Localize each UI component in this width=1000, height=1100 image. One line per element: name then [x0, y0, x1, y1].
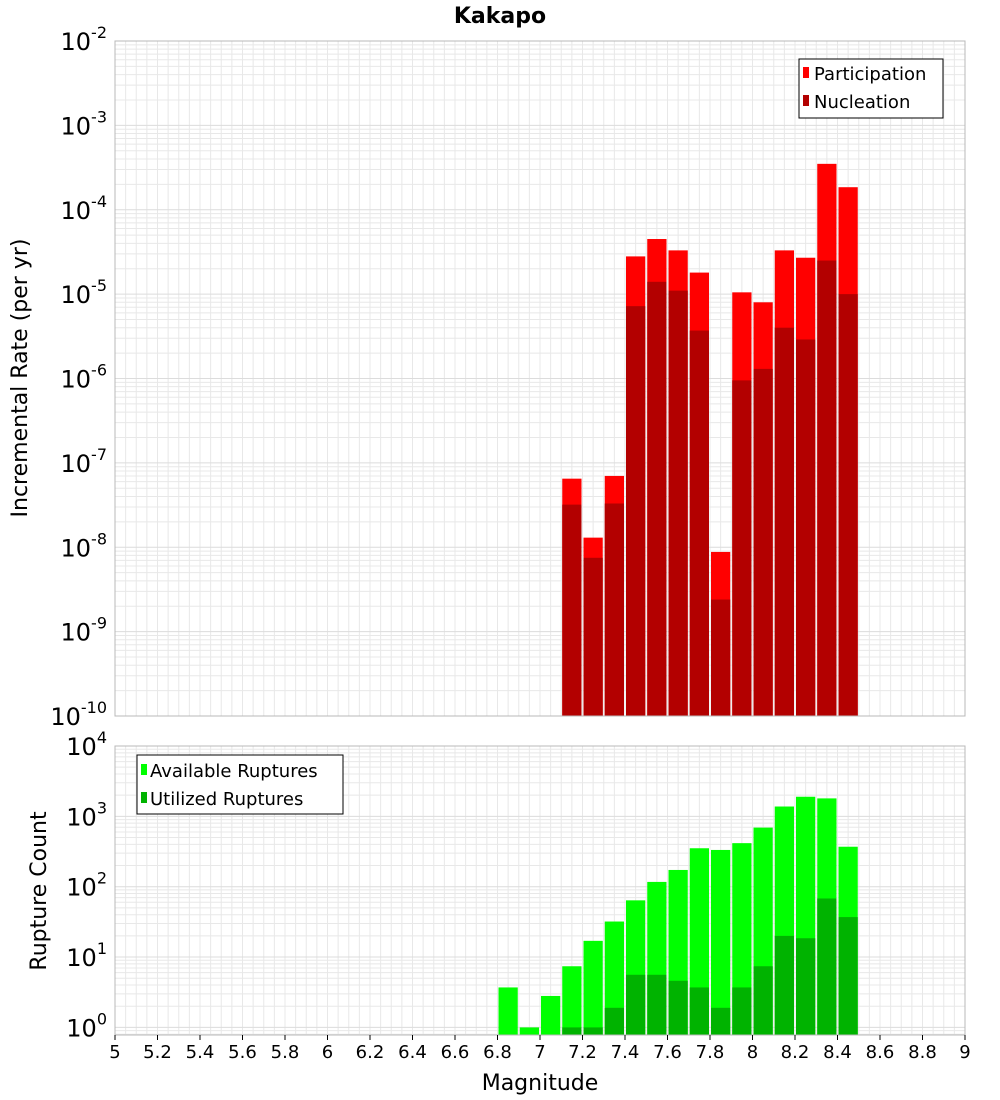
- x-tick-label: 5: [109, 1042, 120, 1063]
- count-utilized-ruptures-bar: [774, 935, 794, 1035]
- top-legend: Participation Nucleation: [798, 58, 944, 119]
- rate-nucleation-bar: [796, 339, 816, 716]
- bottom-legend-box: [136, 754, 344, 815]
- participation-nucleation-panel: 10-2 10-3 10-4 10-5 10-6 10-7 10-8 10-9 10-10 In…: [8, 23, 966, 731]
- count-utilized-ruptures-bar: [562, 1027, 582, 1035]
- x-tick-label: 8: [747, 1042, 758, 1063]
- legend-label-nucleation: Nucleation: [814, 92, 910, 113]
- legend-swatch-nucleation: [803, 95, 809, 106]
- count-available-ruptures-bar: [562, 966, 582, 1035]
- count-utilized-ruptures-bar: [604, 1007, 624, 1035]
- y-tick-label: 10-7: [61, 445, 108, 478]
- count-utilized-ruptures-bar: [711, 1007, 731, 1035]
- x-tick-label: 9: [959, 1042, 970, 1063]
- legend-swatch-available: [141, 764, 147, 775]
- x-tick-label: 5.4: [186, 1042, 215, 1063]
- count-available-ruptures-bar: [583, 940, 603, 1035]
- count-utilized-ruptures-bar: [689, 987, 709, 1035]
- x-tick-label: 8.6: [866, 1042, 895, 1063]
- top-grid: [114, 40, 966, 717]
- y-tick-label: 10-5: [61, 276, 108, 309]
- count-available-ruptures-bar: [498, 987, 518, 1035]
- rate-nucleation-bar: [647, 281, 667, 716]
- x-tick-label: 5.8: [271, 1042, 300, 1063]
- y-tick-label: 104: [66, 728, 107, 761]
- y-tick-label: 102: [66, 869, 107, 902]
- top-legend-box: [798, 58, 944, 119]
- chart-title: Kakapo: [454, 4, 546, 29]
- rate-nucleation-bar: [626, 306, 646, 716]
- count-utilized-ruptures-bar: [647, 974, 667, 1035]
- x-tick-label: 6.4: [398, 1042, 427, 1063]
- x-tick-label: 6: [322, 1042, 333, 1063]
- rate-nucleation-bar: [689, 330, 709, 716]
- rate-nucleation-bar: [604, 503, 624, 716]
- x-tick-label: 5.2: [143, 1042, 172, 1063]
- bottom-y-tick-labels: 104 103 102 101 100: [66, 728, 107, 1042]
- rate-nucleation-bar: [774, 327, 794, 716]
- top-plot-frame: [114, 40, 966, 717]
- bottom-legend: Available Ruptures Utilized Ruptures: [136, 754, 344, 815]
- bottom-y-axis-label: Rupture Count: [27, 811, 52, 971]
- y-tick-label: 100: [66, 1009, 107, 1042]
- x-tick-label: 7.8: [696, 1042, 725, 1063]
- y-tick-label: 10-2: [61, 23, 108, 56]
- count-utilized-ruptures-bar: [817, 898, 837, 1035]
- y-tick-label: 10-4: [61, 192, 108, 225]
- rate-nucleation-bar: [732, 380, 752, 716]
- y-tick-label: 101: [66, 939, 107, 972]
- x-tick-label: 8.2: [781, 1042, 810, 1063]
- x-tick-label: 6.6: [441, 1042, 470, 1063]
- legend-swatch-participation: [803, 67, 809, 78]
- x-tick-label: 7.6: [653, 1042, 682, 1063]
- x-tick-label: 8.8: [908, 1042, 937, 1063]
- rate-nucleation-bar: [583, 557, 603, 716]
- x-tick-label: 7: [534, 1042, 545, 1063]
- rate-nucleation-bar: [668, 290, 688, 716]
- x-tick-label: 7.2: [568, 1042, 597, 1063]
- rate-nucleation-bar: [817, 260, 837, 716]
- x-tick-label: 5.6: [228, 1042, 257, 1063]
- legend-swatch-utilized: [141, 792, 147, 803]
- x-tick-label: 7.4: [611, 1042, 640, 1063]
- count-utilized-ruptures-bar: [838, 917, 858, 1035]
- y-tick-label: 103: [66, 798, 107, 831]
- y-tick-label: 10-8: [61, 529, 108, 562]
- count-available-ruptures-bar: [519, 1027, 539, 1035]
- x-tick-labels: 5 5.2 5.4 5.6 5.8 6 6.2 6.4 6.6 6.8 7 7.2 7.4 7.6 7.8 8…: [109, 1035, 971, 1063]
- bottom-bars: [498, 796, 858, 1035]
- x-tick-label: 6.8: [483, 1042, 512, 1063]
- top-bars: [562, 163, 858, 717]
- x-tick-label: 6.2: [356, 1042, 385, 1063]
- rate-nucleation-bar: [753, 368, 773, 716]
- count-utilized-ruptures-bar: [668, 980, 688, 1035]
- top-y-tick-labels: 10-2 10-3 10-4 10-5 10-6 10-7 10-8 10-9 10-10: [50, 23, 107, 731]
- y-tick-label: 10-3: [61, 107, 108, 140]
- count-available-ruptures-bar: [711, 849, 731, 1035]
- rupture-count-panel: 104 103 102 101 100 Rupture Count Available …: [27, 728, 971, 1096]
- legend-label-participation: Participation: [814, 64, 926, 85]
- count-utilized-ruptures-bar: [626, 974, 646, 1035]
- x-tick-label: 8.4: [823, 1042, 852, 1063]
- legend-label-utilized: Utilized Ruptures: [150, 789, 303, 810]
- rate-nucleation-bar: [562, 504, 582, 716]
- count-utilized-ruptures-bar: [583, 1027, 603, 1035]
- y-tick-label: 10-6: [61, 361, 108, 394]
- legend-label-available: Available Ruptures: [150, 761, 318, 782]
- y-tick-label: 10-10: [50, 698, 107, 731]
- count-utilized-ruptures-bar: [796, 938, 816, 1035]
- count-utilized-ruptures-bar: [732, 987, 752, 1035]
- y-tick-label: 10-9: [61, 614, 108, 647]
- rate-nucleation-bar: [711, 599, 731, 716]
- count-utilized-ruptures-bar: [753, 966, 773, 1035]
- rate-nucleation-bar: [838, 294, 858, 716]
- count-available-ruptures-bar: [541, 995, 561, 1035]
- count-available-ruptures-bar: [732, 843, 752, 1035]
- top-y-axis-label: Incremental Rate (per yr): [8, 239, 33, 518]
- x-axis-label: Magnitude: [482, 1071, 599, 1096]
- count-available-ruptures-bar: [604, 921, 624, 1035]
